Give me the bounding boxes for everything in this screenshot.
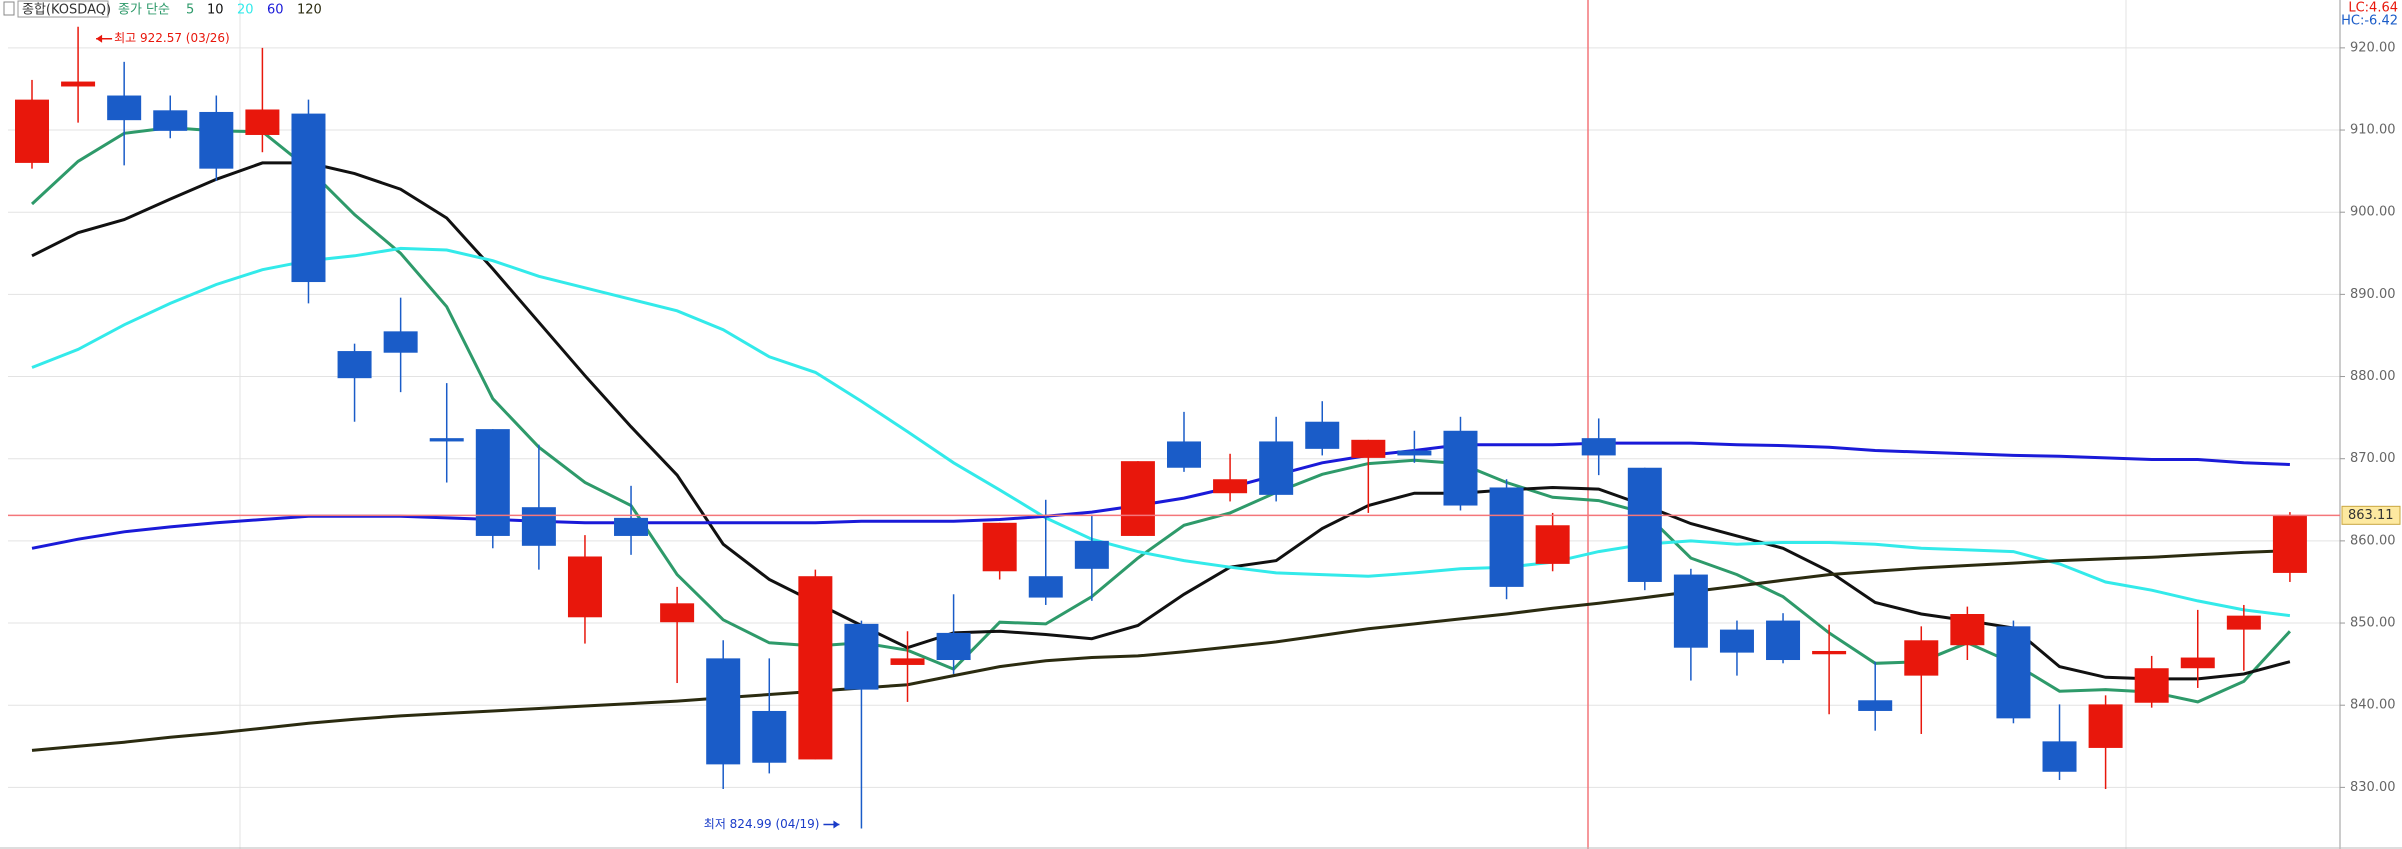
- legend-entry: 20: [237, 3, 254, 18]
- title-box: [17, 0, 109, 18]
- y-tick-label: 860.00: [2350, 533, 2396, 548]
- y-tick-label: 840.00: [2350, 698, 2396, 713]
- candle-body: [1627, 467, 1662, 582]
- candle-body: [982, 522, 1017, 572]
- candle-body: [752, 710, 787, 763]
- ma-line: [31, 246, 2291, 618]
- candle-body: [2180, 657, 2215, 669]
- grid: 830.00 840.00 850.00 860.00 870.00 880.00 890.…: [8, 40, 2396, 795]
- candle-body: [2226, 615, 2261, 630]
- candle-body: [1167, 441, 1201, 468]
- high-arrow-head: [96, 34, 103, 43]
- candle-body: [15, 99, 49, 163]
- candle-body: [337, 351, 372, 379]
- candle-body: [1673, 574, 1708, 648]
- low-arrow-head: [833, 820, 840, 829]
- last-price-label: 863.11: [2348, 508, 2394, 523]
- candle-body: [475, 429, 510, 536]
- candle-body: [429, 438, 464, 442]
- candle-body: [844, 623, 879, 690]
- candle-body: [1858, 700, 1893, 711]
- chart-title: 종합(KOSDAQ): [22, 3, 111, 18]
- y-tick-label: 870.00: [2350, 451, 2396, 466]
- y-tick-label: 890.00: [2350, 287, 2396, 302]
- candle-body: [2134, 668, 2169, 703]
- legend-entry: 10: [207, 3, 224, 18]
- candle-body: [199, 111, 234, 169]
- y-tick-label: 850.00: [2350, 616, 2396, 631]
- legend-entry: 120: [297, 3, 322, 18]
- y-tick-label: 830.00: [2350, 780, 2396, 795]
- ma-line: [31, 161, 2291, 681]
- candle-body: [291, 113, 326, 283]
- candle-body: [107, 95, 142, 121]
- legend: 5 10 20 60 120: [186, 3, 322, 18]
- candle-body: [1950, 614, 1985, 646]
- candle-body: [1028, 576, 1063, 598]
- overlay: 863.11 최고 922.57 (03/26) 최저 824.99 (04/19): [8, 31, 2401, 831]
- candle-body: [1904, 640, 1939, 676]
- candle-body: [61, 81, 96, 87]
- y-tick-label: 920.00: [2350, 40, 2396, 55]
- candle-body: [798, 576, 833, 760]
- candle-body: [1996, 626, 2031, 719]
- candle-body: [521, 507, 556, 546]
- candle-body: [936, 632, 971, 661]
- candle-body: [660, 603, 695, 623]
- moving-averages: [30, 126, 2292, 752]
- candle-body: [2088, 704, 2123, 748]
- candle-body: [890, 658, 925, 665]
- candle-body: [153, 110, 188, 131]
- high-label: 최고 922.57 (03/26): [114, 31, 230, 45]
- candle-body: [567, 556, 602, 618]
- ma-line: [31, 549, 2290, 752]
- menu-icon[interactable]: [3, 1, 15, 16]
- candle-body: [1351, 439, 1386, 458]
- candle-body: [1397, 450, 1432, 456]
- candle-body: [2042, 741, 2077, 772]
- candle-body: [2272, 515, 2307, 573]
- candle-body: [1812, 650, 1847, 655]
- legend-entry: 5: [186, 3, 194, 18]
- candle-body: [1581, 438, 1616, 456]
- candle-body: [1213, 479, 1248, 494]
- candle-body: [1443, 430, 1478, 506]
- candle-body: [245, 109, 280, 135]
- candle-body: [706, 658, 741, 765]
- low-label: 최저 824.99 (04/19): [704, 817, 820, 831]
- last-price-tag: [2341, 505, 2401, 525]
- y-tick-label: 900.00: [2350, 205, 2396, 220]
- candle-body: [1259, 441, 1294, 495]
- candle-body: [1120, 461, 1155, 536]
- lc-label: LC:4.64: [2348, 1, 2398, 16]
- candle-body: [1535, 525, 1570, 564]
- candle-body: [1766, 620, 1801, 661]
- candle-body: [383, 331, 418, 353]
- candle-body: [614, 517, 649, 536]
- ma-line: [31, 441, 2290, 550]
- candle-body: [1305, 421, 1340, 449]
- y-tick-label: 910.00: [2350, 123, 2396, 138]
- candle-body: [1074, 540, 1109, 569]
- hc-label: HC:-6.42: [2341, 14, 2398, 29]
- legend-title: 종가 단순: [118, 3, 170, 18]
- candles: [15, 26, 2307, 829]
- candle-body: [1719, 629, 1754, 653]
- candle-body: [1489, 487, 1524, 587]
- legend-entry: 60: [267, 3, 284, 18]
- y-tick-label: 880.00: [2350, 369, 2396, 384]
